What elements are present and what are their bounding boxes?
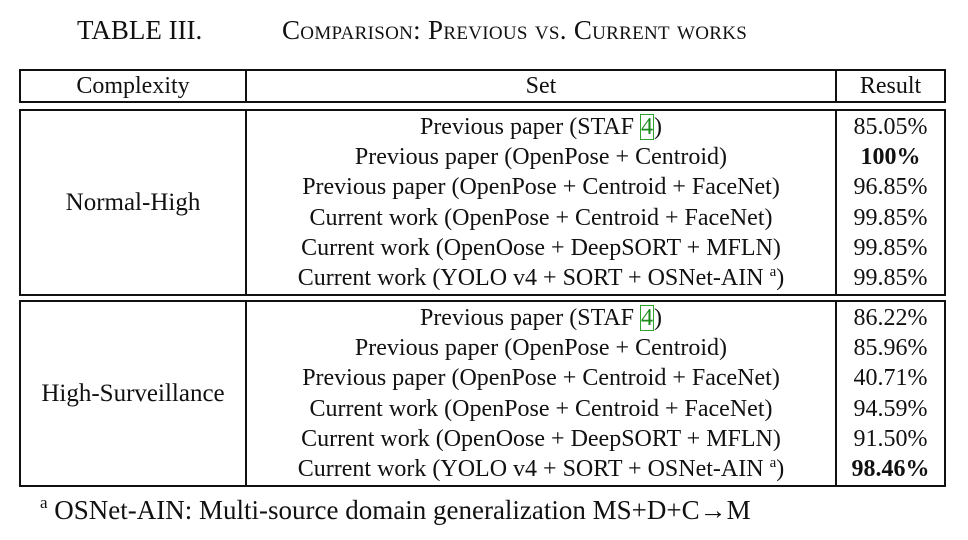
group-normal-high: Normal-High Previous paper (STAF 4) Previ… <box>19 108 946 297</box>
set-text: Current work (OpenOose + DeepSORT + MFLN… <box>301 234 781 261</box>
set-entry: Previous paper (OpenPose + Centroid + Fa… <box>247 172 835 202</box>
table-caption: TABLE III. Comparison: Previous vs. Curr… <box>0 8 968 52</box>
set-text: Current work (OpenOose + DeepSORT + MFLN… <box>301 425 781 452</box>
set-text: Current work (YOLO v4 + SORT + OSNet-AIN <box>297 455 770 482</box>
column-header-result: Result <box>835 69 946 103</box>
set-entry: Previous paper (OpenPose + Centroid) <box>247 142 835 172</box>
column-header-set: Set <box>245 69 837 103</box>
set-text: Previous paper (OpenPose + Centroid + Fa… <box>302 174 780 201</box>
set-text: Current work (OpenPose + Centroid + Face… <box>309 204 773 231</box>
result-cell: 86.22% 85.96% 40.71% 94.59% 91.50% 98.46% <box>835 299 946 488</box>
group-row: Normal-High Previous paper (STAF 4) Previ… <box>19 108 946 297</box>
set-entry: Current work (OpenPose + Centroid + Face… <box>247 203 835 233</box>
set-entry: Previous paper (OpenPose + Centroid) <box>247 333 835 363</box>
footnote-marker: a <box>40 493 48 512</box>
citation-link[interactable]: 4 <box>640 114 655 140</box>
set-text-end: ) <box>776 455 785 482</box>
set-text: Previous paper (STAF <box>419 114 641 140</box>
result-value: 100% <box>860 144 921 171</box>
set-entry: Previous paper (OpenPose + Centroid + Fa… <box>247 363 835 393</box>
set-text: Current work (YOLO v4 + SORT + OSNet-AIN <box>297 264 770 291</box>
result-value: 99.85% <box>853 234 928 261</box>
group-row: High-Surveillance Previous paper (STAF 4… <box>19 299 946 488</box>
set-entry: Current work (YOLO v4 + SORT + OSNet-AIN… <box>247 454 835 484</box>
citation-link[interactable]: 4 <box>640 305 655 331</box>
result-value: 98.46% <box>851 455 930 482</box>
result-value: 85.96% <box>853 335 928 362</box>
group-high-surveillance: High-Surveillance Previous paper (STAF 4… <box>19 299 946 488</box>
header-row: Complexity Set Result <box>19 69 946 103</box>
result-value: 91.50% <box>853 425 928 452</box>
set-entry: Current work (OpenOose + DeepSORT + MFLN… <box>247 233 835 263</box>
table-footnote: a OSNet-AIN: Multi-source domain general… <box>40 492 940 528</box>
footnote-text: OSNet-AIN: Multi-source domain generaliz… <box>47 495 751 525</box>
result-value: 86.22% <box>853 305 928 331</box>
set-text-end: ) <box>654 305 663 331</box>
set-text: Previous paper (STAF <box>419 305 641 331</box>
result-cell: 85.05% 100% 96.85% 99.85% 99.85% 99.85% <box>835 108 946 297</box>
set-text-end: ) <box>654 114 663 140</box>
set-entry: Previous paper (STAF 4) <box>247 112 835 142</box>
set-text: Previous paper (OpenPose + Centroid) <box>354 144 728 171</box>
set-cell: Previous paper (STAF 4) Previous paper (O… <box>245 108 837 297</box>
footnote-ref: a <box>769 454 777 471</box>
set-text: Previous paper (OpenPose + Centroid) <box>354 335 728 362</box>
footnote-ref: a <box>769 263 777 280</box>
set-entry: Previous paper (STAF 4) <box>247 303 835 333</box>
set-text: Current work (OpenPose + Centroid + Face… <box>309 395 773 422</box>
set-entry: Current work (OpenOose + DeepSORT + MFLN… <box>247 424 835 454</box>
complexity-cell: High-Surveillance <box>19 299 247 488</box>
table-header: Complexity Set Result <box>19 69 946 103</box>
set-text: Previous paper (OpenPose + Centroid + Fa… <box>302 365 780 392</box>
set-entry: Current work (OpenPose + Centroid + Face… <box>247 394 835 424</box>
result-value: 40.71% <box>853 365 928 392</box>
set-text-end: ) <box>776 264 785 291</box>
complexity-cell: Normal-High <box>19 108 247 297</box>
result-value: 99.85% <box>853 264 928 291</box>
table-label: TABLE III. <box>77 15 203 45</box>
set-cell: Previous paper (STAF 4) Previous paper (O… <box>245 299 837 488</box>
result-value: 99.85% <box>853 204 928 231</box>
result-value: 94.59% <box>853 395 928 422</box>
result-value: 96.85% <box>853 174 928 201</box>
column-header-complexity: Complexity <box>19 69 247 103</box>
table-title: Comparison: Previous vs. Current works <box>282 15 748 45</box>
set-entry: Current work (YOLO v4 + SORT + OSNet-AIN… <box>247 263 835 293</box>
result-value: 85.05% <box>853 114 928 140</box>
